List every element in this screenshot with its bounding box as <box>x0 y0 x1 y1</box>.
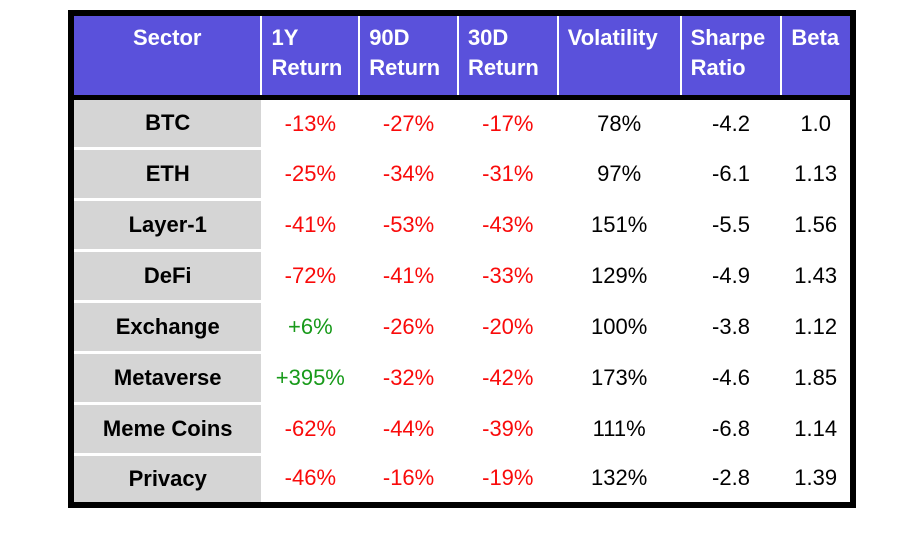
value-cell-90d: -44% <box>359 403 458 454</box>
table-body: BTC -13% -27% -17% 78% -4.2 1.0 ETH -25%… <box>71 97 853 505</box>
header-30d-return: 30D Return <box>456 13 558 100</box>
value-cell-beta: 1.85 <box>781 352 853 403</box>
value-cell-30d: -39% <box>457 403 558 454</box>
value-cell-sharpe: -3.8 <box>680 301 782 352</box>
header-1y-return: 1Y Return <box>260 13 360 100</box>
value-cell-30d: -42% <box>457 352 558 403</box>
value-cell-1y: -62% <box>261 403 360 454</box>
value-cell-sharpe: -4.6 <box>680 352 782 403</box>
sector-cell: Exchange <box>71 299 262 352</box>
sector-cell: Metaverse <box>71 350 262 403</box>
value-cell-30d: -31% <box>457 148 558 199</box>
value-cell-30d: -17% <box>457 97 558 148</box>
header-volatility: Volatility <box>556 13 681 100</box>
value-cell-beta: 1.39 <box>781 454 853 505</box>
value-cell-30d: -43% <box>457 199 558 250</box>
sector-cell: Meme Coins <box>71 401 262 454</box>
value-cell-90d: -53% <box>359 199 458 250</box>
value-cell-1y: -25% <box>261 148 360 199</box>
header-row: Sector 1Y Return 90D Return 30D Return V… <box>71 13 853 100</box>
header-beta: Beta <box>780 13 853 100</box>
value-cell-sharpe: -6.1 <box>680 148 782 199</box>
sector-cell: DeFi <box>71 248 262 301</box>
table-row: Privacy -46% -16% -19% 132% -2.8 1.39 <box>71 452 853 505</box>
table-row: Layer-1 -41% -53% -43% 151% -5.5 1.56 <box>71 197 853 250</box>
value-cell-beta: 1.56 <box>781 199 853 250</box>
value-cell-volatility: 173% <box>557 352 681 403</box>
header-sector: Sector <box>71 13 262 100</box>
value-cell-90d: -34% <box>359 148 458 199</box>
value-cell-1y: -72% <box>261 250 360 301</box>
table-row: Metaverse +395% -32% -42% 173% -4.6 1.85 <box>71 350 853 403</box>
value-cell-1y: +395% <box>261 352 360 403</box>
value-cell-volatility: 78% <box>557 97 681 148</box>
table-row: ETH -25% -34% -31% 97% -6.1 1.13 <box>71 146 853 199</box>
table-row: Meme Coins -62% -44% -39% 111% -6.8 1.14 <box>71 401 853 454</box>
value-cell-sharpe: -5.5 <box>680 199 782 250</box>
value-cell-sharpe: -2.8 <box>680 454 782 505</box>
value-cell-beta: 1.0 <box>781 97 853 148</box>
table-header: Sector 1Y Return 90D Return 30D Return V… <box>71 13 853 100</box>
value-cell-volatility: 97% <box>557 148 681 199</box>
value-cell-volatility: 111% <box>557 403 681 454</box>
value-cell-sharpe: -4.9 <box>680 250 782 301</box>
value-cell-90d: -27% <box>359 97 458 148</box>
value-cell-1y: -46% <box>261 454 360 505</box>
value-cell-beta: 1.43 <box>781 250 853 301</box>
value-cell-1y: +6% <box>261 301 360 352</box>
sector-cell: Layer-1 <box>71 197 262 250</box>
value-cell-30d: -19% <box>457 454 558 505</box>
table-row: Exchange +6% -26% -20% 100% -3.8 1.12 <box>71 299 853 352</box>
value-cell-sharpe: -6.8 <box>680 403 782 454</box>
header-sharpe-ratio: Sharpe Ratio <box>679 13 782 100</box>
value-cell-volatility: 129% <box>557 250 681 301</box>
value-cell-sharpe: -4.2 <box>680 97 782 148</box>
value-cell-1y: -13% <box>261 97 360 148</box>
table-row: DeFi -72% -41% -33% 129% -4.9 1.43 <box>71 248 853 301</box>
value-cell-volatility: 151% <box>557 199 681 250</box>
value-cell-1y: -41% <box>261 199 360 250</box>
sector-cell: ETH <box>71 146 262 199</box>
value-cell-beta: 1.14 <box>781 403 853 454</box>
value-cell-30d: -33% <box>457 250 558 301</box>
value-cell-90d: -41% <box>359 250 458 301</box>
value-cell-beta: 1.13 <box>781 148 853 199</box>
sector-cell: BTC <box>71 97 262 148</box>
value-cell-90d: -32% <box>359 352 458 403</box>
value-cell-volatility: 132% <box>557 454 681 505</box>
header-90d-return: 90D Return <box>358 13 458 100</box>
sector-performance-table: Sector 1Y Return 90D Return 30D Return V… <box>68 10 856 508</box>
sector-cell: Privacy <box>71 452 262 505</box>
value-cell-90d: -16% <box>359 454 458 505</box>
sector-performance-table-container: Sector 1Y Return 90D Return 30D Return V… <box>68 10 856 508</box>
table-row: BTC -13% -27% -17% 78% -4.2 1.0 <box>71 97 853 148</box>
value-cell-90d: -26% <box>359 301 458 352</box>
value-cell-30d: -20% <box>457 301 558 352</box>
value-cell-volatility: 100% <box>557 301 681 352</box>
value-cell-beta: 1.12 <box>781 301 853 352</box>
